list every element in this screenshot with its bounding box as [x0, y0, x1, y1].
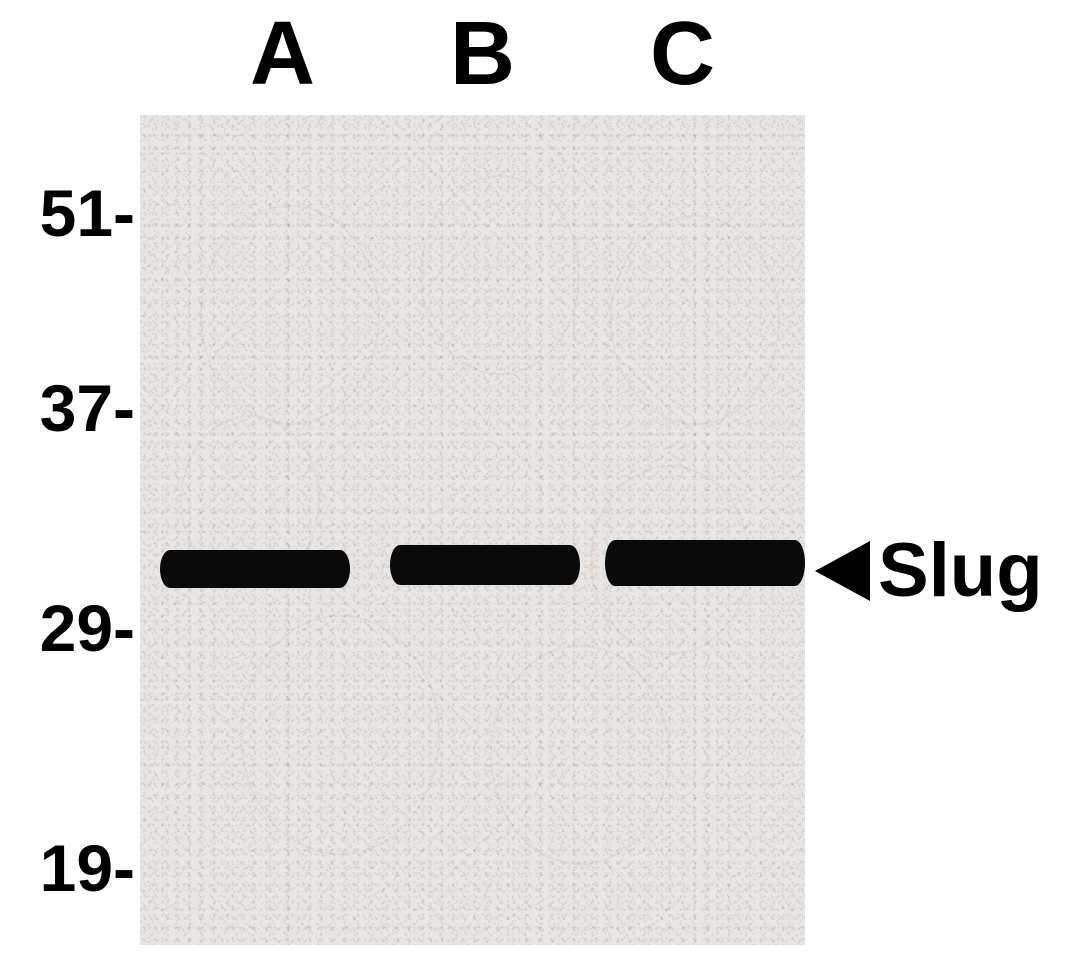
blot-noise-2 [140, 115, 805, 945]
lane-label-a: A [250, 3, 315, 106]
lane-label-b: B [450, 3, 515, 106]
arrow-left-icon [815, 541, 870, 601]
band-lane-b [390, 545, 580, 585]
mw-marker-37: 37- [40, 370, 135, 446]
mw-marker-51: 51- [40, 175, 135, 251]
blot-membrane [140, 115, 805, 945]
mw-marker-19: 19- [40, 830, 135, 906]
band-lane-a [160, 550, 350, 588]
figure-container: A B C 51- 37- 29- 19- Slug [0, 0, 1080, 979]
lane-label-c: C [650, 3, 715, 106]
protein-label: Slug [878, 527, 1043, 614]
band-pointer: Slug [815, 527, 1043, 614]
band-lane-c [605, 540, 805, 586]
mw-marker-29: 29- [40, 590, 135, 666]
